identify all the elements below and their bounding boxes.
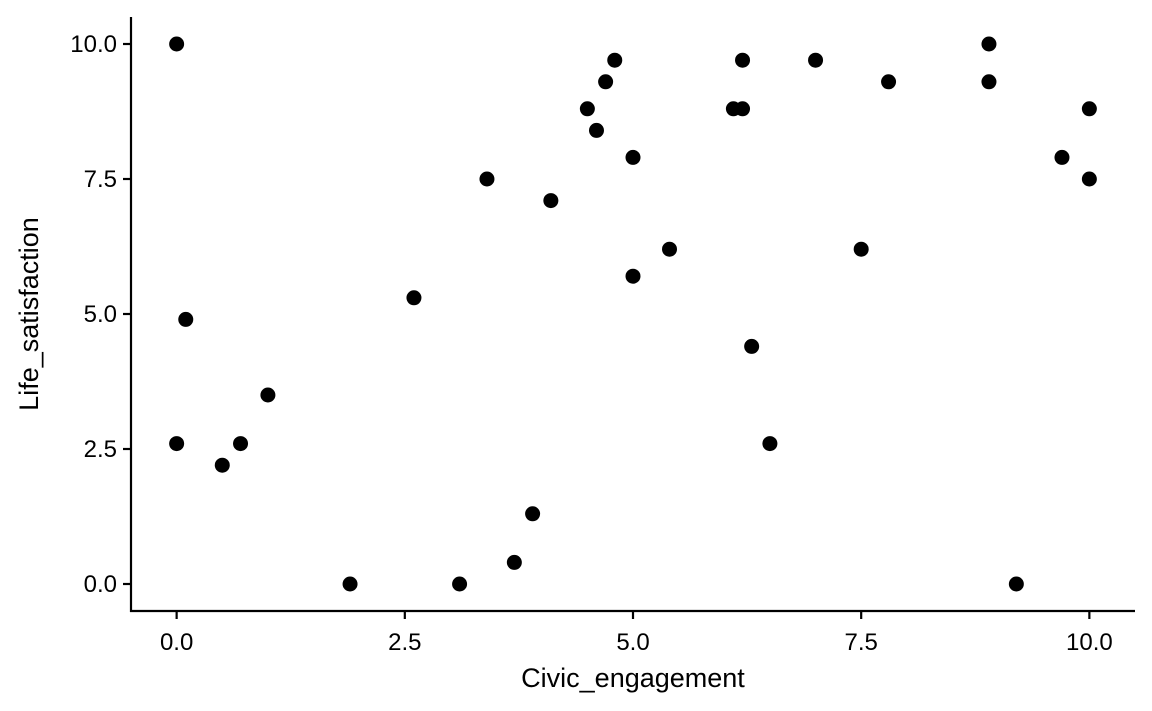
scatter-point xyxy=(744,338,760,354)
x-tick-label: 5.0 xyxy=(616,629,649,656)
x-tick-label: 0.0 xyxy=(160,629,193,656)
scatter-point xyxy=(178,311,194,327)
scatter-point xyxy=(607,52,623,68)
scatter-point xyxy=(169,436,185,452)
scatter-point xyxy=(342,576,358,592)
x-axis-title: Civic_engagement xyxy=(521,663,745,693)
scatter-point xyxy=(1054,149,1070,165)
scatter-point xyxy=(169,36,185,52)
scatter-point xyxy=(598,74,614,90)
scatter-point xyxy=(981,36,997,52)
scatter-point xyxy=(808,52,824,68)
scatter-point xyxy=(579,101,595,117)
scatter-point xyxy=(260,387,276,403)
scatter-point xyxy=(881,74,897,90)
scatter-point xyxy=(625,268,641,284)
scatter-point xyxy=(214,457,230,473)
scatter-point xyxy=(1081,171,1097,187)
scatter-point xyxy=(233,436,249,452)
y-tick-label: 0.0 xyxy=(84,571,117,598)
y-tick-label: 2.5 xyxy=(84,436,117,463)
scatter-point xyxy=(762,436,778,452)
scatter-point xyxy=(588,122,604,138)
x-tick-label: 7.5 xyxy=(844,629,877,656)
scatter-point xyxy=(525,506,541,522)
scatter-point xyxy=(981,74,997,90)
y-axis-title: Life_satisfaction xyxy=(14,217,44,411)
scatter-point xyxy=(452,576,468,592)
scatter-point xyxy=(506,554,522,570)
y-tick-label: 10.0 xyxy=(70,31,117,58)
scatter-point xyxy=(479,171,495,187)
scatter-point xyxy=(625,149,641,165)
y-tick-label: 7.5 xyxy=(84,166,117,193)
axes-layer xyxy=(129,17,1135,613)
points-layer xyxy=(169,36,1097,592)
x-axis-ticks: 0.0 2.5 5.0 7.5 10.0 xyxy=(160,611,1113,656)
x-tick-label: 10.0 xyxy=(1066,629,1113,656)
x-tick-label: 2.5 xyxy=(388,629,421,656)
scatter-point xyxy=(735,52,751,68)
scatter-point xyxy=(1008,576,1024,592)
scatter-point xyxy=(735,101,751,117)
scatter-point xyxy=(662,241,678,257)
y-axis-ticks: 0.0 2.5 5.0 7.5 10.0 xyxy=(70,31,131,598)
y-tick-label: 5.0 xyxy=(84,301,117,328)
scatter-point xyxy=(1081,101,1097,117)
scatter-point xyxy=(406,290,422,306)
scatter-point xyxy=(543,193,559,209)
scatter-point xyxy=(853,241,869,257)
